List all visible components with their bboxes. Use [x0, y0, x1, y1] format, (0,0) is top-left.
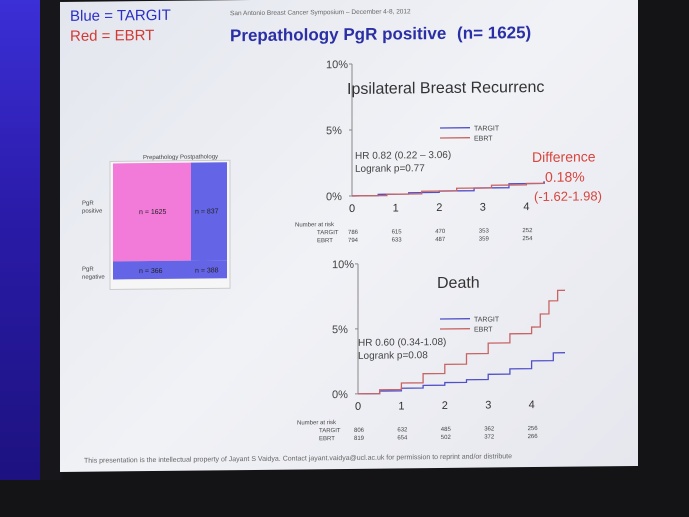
hazard-ratio: HR 0.60 (0.34-1.08)	[358, 337, 446, 349]
x-tick-label: 1	[393, 202, 399, 214]
logrank-p: Logrank p=0.08	[358, 350, 428, 362]
at-risk-value: 633	[392, 237, 403, 243]
row-neg-line1: PgR	[82, 266, 94, 273]
cell-neg-pre-label: n = 366	[139, 268, 163, 275]
x-tick-label: 0	[349, 203, 355, 215]
slide-title-text: Prepathology PgR positive	[230, 23, 447, 46]
legend-label-ebrt: EBRT	[474, 326, 493, 333]
y-tick-label: 0%	[332, 389, 348, 401]
conference-banner: San Antonio Breast Cancer Symposium – De…	[230, 8, 411, 18]
at-risk-value: 485	[441, 427, 452, 433]
at-risk-row-name: TARGIT	[319, 428, 341, 434]
x-tick-label: 4	[523, 201, 529, 213]
x-tick-label: 0	[355, 401, 361, 413]
x-tick-label: 2	[442, 400, 448, 412]
row-pos-line2: positive	[82, 208, 103, 215]
cell-pos-post-label: n = 837	[195, 208, 219, 215]
col-postpathology: Postpathology	[180, 154, 218, 160]
row-pgr-positive: PgR positive	[82, 200, 102, 216]
at-risk-value: 470	[435, 229, 446, 235]
at-risk-value: 806	[354, 428, 365, 434]
chart-title: Death	[437, 275, 480, 292]
y-tick-label: 5%	[332, 324, 348, 336]
cell-pos-post	[191, 162, 227, 261]
screen-gap	[40, 0, 62, 480]
legend-blue-targit: Blue = TARGIT	[70, 6, 171, 25]
series-line-targit	[352, 180, 545, 197]
col-prepathology: Prepathology	[143, 155, 178, 161]
footer-notice: This presentation is the intellectual pr…	[84, 453, 512, 465]
cell-pos-pre-label: n = 1625	[139, 209, 167, 216]
hazard-ratio: HR 0.82 (0.22 – 3.06)	[355, 150, 451, 162]
projector-left-glow	[0, 0, 40, 480]
at-risk-value: 256	[528, 426, 539, 432]
cell-neg-post	[191, 260, 227, 279]
legend-red-ebrt: Red = EBRT	[70, 27, 155, 45]
at-risk-value: 372	[484, 434, 495, 440]
number-at-risk-label: Number at risk	[295, 222, 335, 228]
at-risk-value: 353	[479, 229, 490, 235]
y-tick-label: 5%	[326, 125, 342, 137]
slide-title: Prepathology PgR positive (n= 1625)	[230, 23, 531, 46]
at-risk-value: 502	[441, 435, 452, 441]
at-risk-value: 362	[484, 426, 495, 432]
cell-pos-pre	[113, 162, 191, 262]
at-risk-value: 819	[354, 436, 365, 442]
legend-label-targit: TARGIT	[474, 316, 500, 323]
at-risk-row-name: TARGIT	[317, 230, 339, 236]
at-risk-row-name: EBRT	[319, 436, 335, 442]
at-risk-value: 254	[522, 236, 533, 242]
x-tick-label: 3	[480, 202, 486, 214]
series-line-ebrt	[358, 289, 565, 395]
difference-value: 0.18%	[545, 168, 585, 185]
chart-title: Ipsilateral Breast Recurrence	[347, 79, 545, 98]
row-pgr-negative: PgR negative	[82, 266, 105, 282]
at-risk-value: 615	[392, 229, 403, 235]
at-risk-value: 786	[348, 230, 359, 236]
series-line-ebrt	[352, 182, 545, 197]
legend-label-targit: TARGIT	[474, 125, 500, 132]
y-tick-label: 10%	[326, 59, 348, 71]
at-risk-value: 794	[348, 238, 359, 244]
logrank-p: Logrank p=0.77	[355, 163, 425, 175]
at-risk-value: 654	[397, 435, 408, 441]
pgr-box-table: Prepathology Postpathology n = 1625 n = …	[109, 154, 231, 290]
x-tick-label: 1	[398, 400, 404, 412]
chart-ipsilateral-recurrence: Ipsilateral Breast Recurrence 10% 5% 0% 0 1 2 3…	[295, 59, 545, 244]
x-tick-label: 4	[529, 399, 535, 411]
at-risk-value: 359	[479, 237, 490, 243]
cell-neg-pre	[113, 260, 191, 280]
row-pos-line1: PgR	[82, 200, 94, 207]
cell-neg-post-label: n = 388	[195, 267, 219, 274]
y-tick-label: 10%	[332, 259, 354, 271]
at-risk-value: 252	[522, 228, 533, 234]
row-neg-line2: negative	[82, 274, 105, 281]
x-tick-label: 3	[485, 399, 491, 411]
at-risk-value: 487	[435, 237, 446, 243]
slide-title-n: (n= 1625)	[457, 23, 532, 43]
at-risk-row-name: EBRT	[317, 238, 333, 244]
number-at-risk-label: Number at risk	[297, 420, 337, 426]
presentation-slide: Blue = TARGIT Red = EBRT San Antonio Bre…	[60, 0, 638, 472]
y-tick-label: 0%	[326, 191, 342, 203]
at-risk-value: 632	[397, 427, 408, 433]
x-tick-label: 2	[436, 202, 442, 214]
legend-label-ebrt: EBRT	[474, 135, 493, 142]
at-risk-value: 266	[528, 434, 539, 440]
